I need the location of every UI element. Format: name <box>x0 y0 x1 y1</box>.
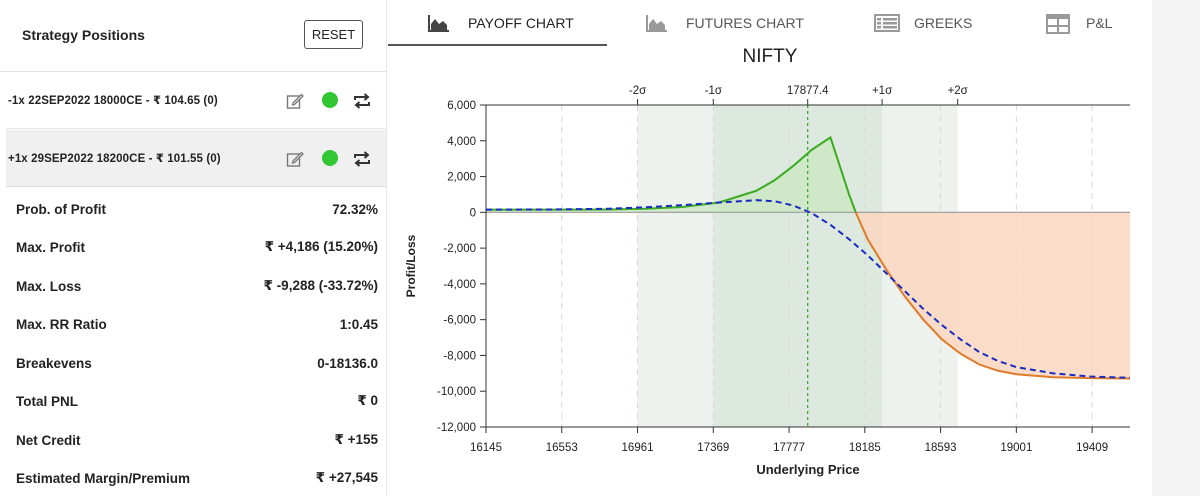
stat-value: 0-18136.0 <box>317 355 378 371</box>
y-tick-label: 2,000 <box>447 172 476 184</box>
x-tick-label: 19409 <box>1076 442 1108 454</box>
position-label: -1x 22SEP2022 18000CE - ₹ 104.65 (0) <box>8 95 218 107</box>
strategy-panel-title: Strategy Positions <box>22 27 145 43</box>
sigma-label: +1σ <box>872 85 892 97</box>
expiry-profit-line <box>486 135 857 213</box>
stat-estimated-margin: Estimated Margin/Premium ₹ +27,545 <box>16 459 378 496</box>
repeat-icon[interactable] <box>352 150 372 168</box>
stat-label: Max. Profit <box>16 239 86 255</box>
x-tick-label: 17369 <box>697 442 729 454</box>
sigma-label: -1σ <box>705 85 722 97</box>
loss-area <box>855 212 1130 379</box>
area-chart-icon <box>646 14 668 32</box>
scroll-gutter <box>1152 0 1200 496</box>
y-tick-label: -12,000 <box>437 422 476 434</box>
reset-button[interactable]: RESET <box>304 20 363 49</box>
y-tick-label: 6,000 <box>447 100 476 112</box>
stat-value: ₹ 0 <box>357 393 378 408</box>
y-tick-label: -10,000 <box>437 386 476 398</box>
grid-icon <box>1046 14 1070 34</box>
area-chart-icon <box>428 14 450 32</box>
strategy-panel-header: Strategy Positions RESET <box>0 0 387 72</box>
x-axis-title: Underlying Price <box>756 462 859 477</box>
tab-pnl[interactable]: P&L <box>1046 0 1112 46</box>
position-label: +1x 29SEP2022 18200CE - ₹ 101.55 (0) <box>8 153 221 165</box>
spot-label: 17877.4 <box>787 85 829 97</box>
y-axis-title: Profit/Loss <box>404 234 418 297</box>
payoff-chart[interactable]: 6,000 4,000 2,000 0 -2,000 -4,000 -6,000 -8,000… <box>388 70 1152 490</box>
table-list-icon <box>874 14 900 32</box>
tab-label: GREEKS <box>914 15 973 31</box>
tab-label: FUTURES CHART <box>686 15 804 31</box>
edit-icon[interactable] <box>286 92 304 110</box>
x-tick-label: 17777 <box>773 442 805 454</box>
stat-net-credit: Net Credit ₹ +155 <box>16 421 378 459</box>
stat-total-pnl: Total PNL ₹ 0 <box>16 382 378 420</box>
profit-area <box>486 137 856 213</box>
stat-value: ₹ +4,186 (15.20%) <box>264 239 378 254</box>
stat-value: ₹ -9,288 (-33.72%) <box>263 278 378 293</box>
y-tick-label: -6,000 <box>443 315 476 327</box>
tab-greeks[interactable]: GREEKS <box>874 0 972 46</box>
x-tick-label: 16553 <box>546 442 578 454</box>
stat-max-loss: Max. Loss ₹ -9,288 (-33.72%) <box>16 267 378 305</box>
tab-label: PAYOFF CHART <box>468 15 574 31</box>
y-tick-label: -2,000 <box>443 243 476 255</box>
chart-tabs: PAYOFF CHART FUTURES CHART GREEKS P&L <box>388 0 1152 46</box>
stat-breakevens: Breakevens 0-18136.0 <box>16 344 378 382</box>
status-dot-icon[interactable] <box>322 150 338 166</box>
y-tick-label: 4,000 <box>447 136 476 148</box>
stat-value: 1:0.45 <box>339 316 378 332</box>
y-tick-label: 0 <box>470 207 476 219</box>
sigma-label: +2σ <box>948 85 968 97</box>
stat-label: Prob. of Profit <box>16 201 106 217</box>
x-tick-label: 18593 <box>925 442 957 454</box>
stat-label: Max. Loss <box>16 278 82 294</box>
sigma-band-1 <box>713 105 883 427</box>
x-tick-label: 16145 <box>470 442 502 454</box>
x-tick-label: 18185 <box>849 442 881 454</box>
stat-label: Total PNL <box>16 393 78 409</box>
position-row[interactable]: +1x 29SEP2022 18200CE - ₹ 101.55 (0) <box>6 130 386 187</box>
target-line <box>485 199 1131 379</box>
sigma-label: -2σ <box>629 85 646 97</box>
position-row[interactable]: -1x 22SEP2022 18000CE - ₹ 104.65 (0) <box>6 72 386 129</box>
stat-max-profit: Max. Profit ₹ +4,186 (15.20%) <box>16 228 378 266</box>
strategy-panel: Strategy Positions RESET -1x 22SEP2022 1… <box>0 0 387 496</box>
tab-payoff-chart[interactable]: PAYOFF CHART <box>428 0 574 46</box>
stat-max-rr-ratio: Max. RR Ratio 1:0.45 <box>16 305 378 343</box>
expiry-loss-line <box>854 211 1131 380</box>
x-tick-label: 16961 <box>622 442 654 454</box>
stat-label: Breakevens <box>16 355 92 371</box>
x-tick-label: 19001 <box>1000 442 1032 454</box>
active-tab-indicator <box>388 44 607 46</box>
edit-icon[interactable] <box>286 150 304 168</box>
stat-label: Max. RR Ratio <box>16 316 107 332</box>
stat-label: Net Credit <box>16 432 81 448</box>
stat-prob-of-profit: Prob. of Profit 72.32% <box>16 190 378 228</box>
stat-value: 72.32% <box>332 201 378 217</box>
status-dot-icon[interactable] <box>322 92 338 108</box>
stat-label: Estimated Margin/Premium <box>16 470 191 486</box>
stat-value: ₹ +27,545 <box>315 470 378 485</box>
stat-value: ₹ +155 <box>334 432 378 447</box>
repeat-icon[interactable] <box>352 92 372 110</box>
tab-futures-chart[interactable]: FUTURES CHART <box>646 0 804 46</box>
chart-title: NIFTY <box>742 46 798 67</box>
y-tick-label: -4,000 <box>443 279 476 291</box>
y-tick-label: -8,000 <box>443 350 476 362</box>
tab-label: P&L <box>1086 15 1113 31</box>
